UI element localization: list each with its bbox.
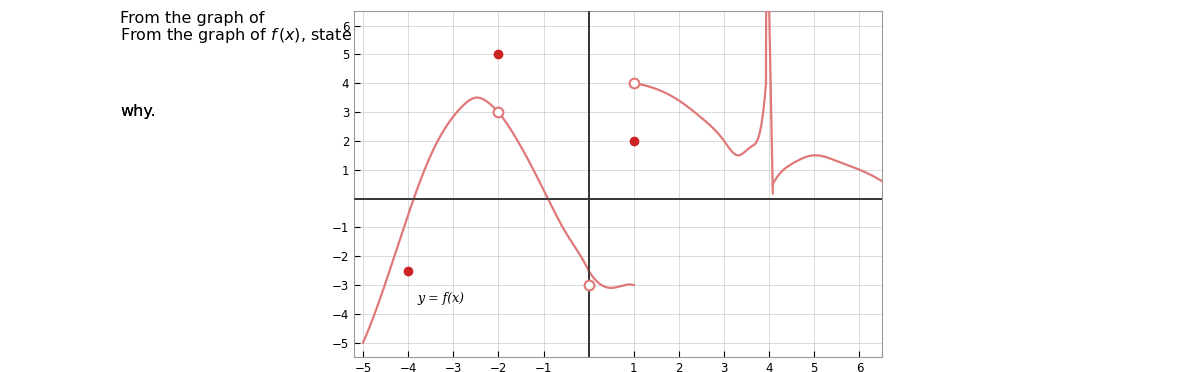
Text: y = f(x): y = f(x): [418, 292, 464, 305]
Text: From the graph of $f\,(x)$, state the value(s) of x at which $f(x)$ is discontin: From the graph of $f\,(x)$, state the va…: [120, 26, 826, 45]
Text: From the graph of: From the graph of: [120, 11, 270, 26]
Text: why.: why.: [120, 104, 156, 119]
Text: why.: why.: [120, 104, 156, 119]
